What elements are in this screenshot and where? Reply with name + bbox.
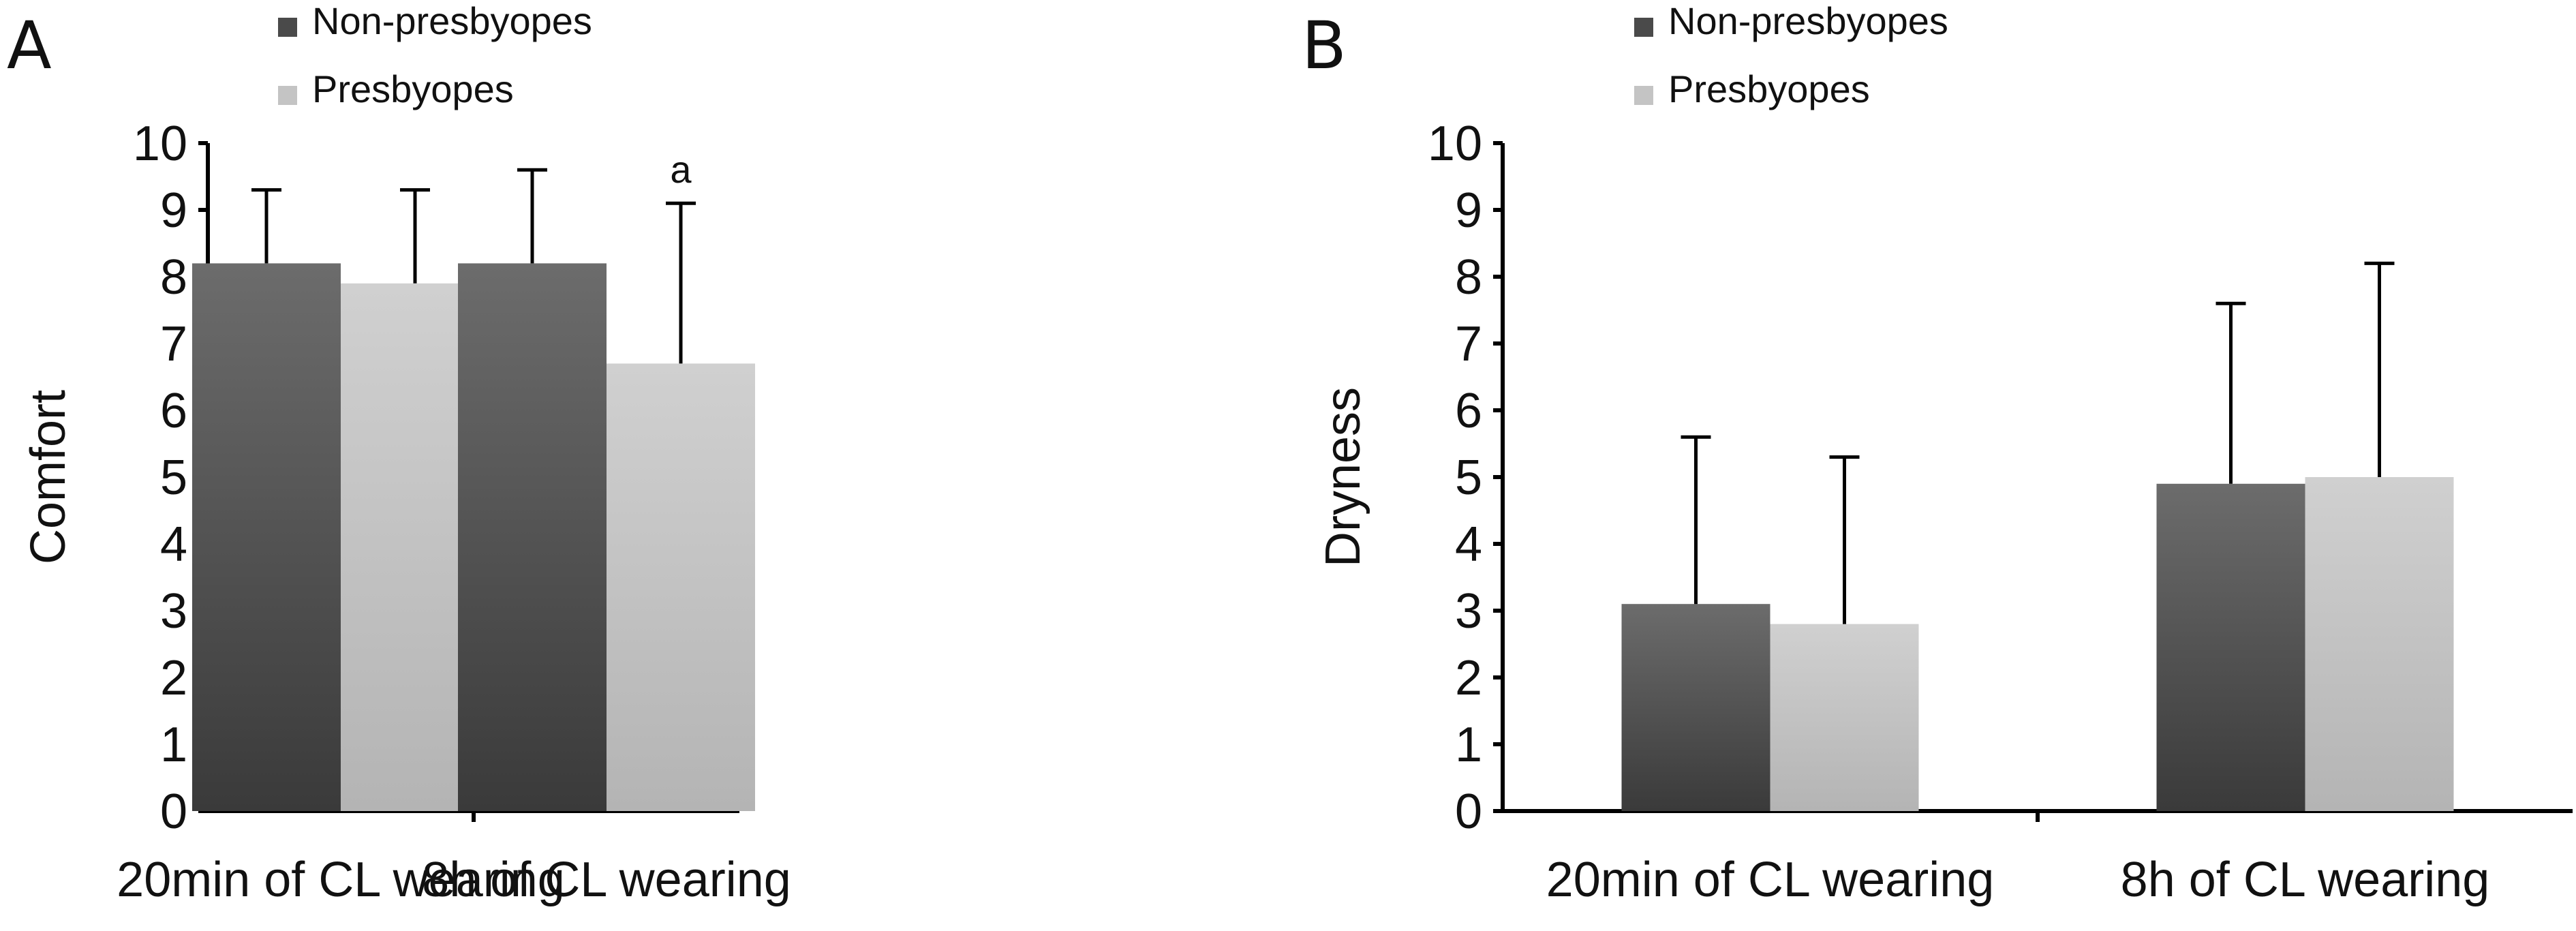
- y-tick-label: 8: [160, 250, 187, 305]
- x-category-label: 20min of CL wearing: [1546, 853, 1995, 907]
- bar: [2156, 483, 2305, 811]
- y-tick-label: 8: [1455, 250, 1482, 305]
- y-tick-label: 9: [1455, 183, 1482, 238]
- legend-swatch: [1634, 86, 1653, 105]
- y-tick-label: 5: [1455, 451, 1482, 505]
- y-tick-label: 10: [1428, 117, 1482, 171]
- legend-label: Non-presbyopes: [312, 0, 592, 42]
- y-tick-label: 4: [1455, 517, 1482, 572]
- bar: [607, 363, 755, 811]
- x-category-label: 8h of CL wearing: [422, 853, 791, 907]
- y-tick-label: 7: [160, 317, 187, 371]
- y-tick-label: 2: [160, 651, 187, 705]
- y-tick-label: 9: [160, 183, 187, 238]
- panel-a: A Non-presbyopes Presbyopes 0 1 2 3 4 5 6 7 8 9 10 Com…: [7, 0, 791, 907]
- x-category-label: 20min of CL wearing: [117, 853, 565, 907]
- legend-label: Presbyopes: [312, 67, 514, 110]
- legend-swatch: [278, 18, 297, 37]
- bar: [458, 263, 607, 811]
- y-tick-label: 0: [160, 784, 187, 839]
- panel-letter: B: [1302, 7, 1347, 84]
- legend-swatch: [1634, 18, 1653, 37]
- bar: [2305, 477, 2454, 811]
- bar: [192, 263, 341, 811]
- y-tick-label: 0: [1455, 784, 1482, 839]
- y-tick-label: 10: [133, 117, 187, 171]
- bar: [1621, 604, 1770, 811]
- y-tick-label: 5: [160, 451, 187, 505]
- legend-swatch: [278, 86, 297, 105]
- panel-b: B Non-presbyopes Presbyopes 0 1 2 3 4 5 6 7 8 9 10 Dry…: [1302, 0, 2573, 907]
- panel-letter: A: [7, 7, 52, 84]
- x-category-label: 8h of CL wearing: [2121, 853, 2490, 907]
- bar: [1770, 624, 1919, 811]
- y-tick-label: 6: [160, 384, 187, 438]
- y-tick-label: 3: [160, 584, 187, 639]
- y-tick-label: 7: [1455, 317, 1482, 371]
- y-tick-label: 3: [1455, 584, 1482, 639]
- y-tick-label: 4: [160, 517, 187, 572]
- legend-label: Presbyopes: [1668, 67, 1870, 110]
- y-tick-label: 6: [1455, 384, 1482, 438]
- y-tick-label: 1: [160, 718, 187, 772]
- y-tick-label: 2: [1455, 651, 1482, 705]
- y-tick-label: 1: [1455, 718, 1482, 772]
- legend-label: Non-presbyopes: [1668, 0, 1948, 42]
- y-axis-title: Comfort: [21, 390, 76, 564]
- significance-annotation: a: [670, 148, 692, 191]
- y-axis-title: Dryness: [1316, 387, 1370, 567]
